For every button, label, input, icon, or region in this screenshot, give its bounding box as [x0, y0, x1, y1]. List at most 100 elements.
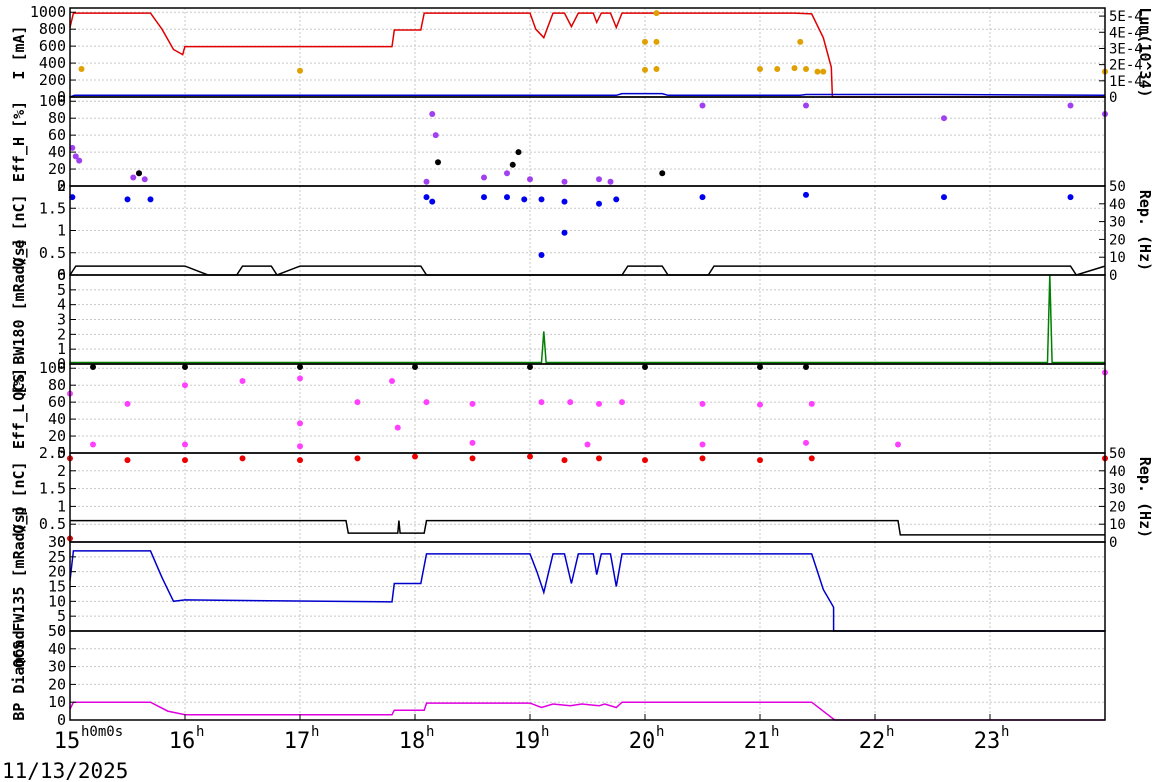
data-point [820, 68, 827, 75]
right-y-tick-label: 50 [1109, 179, 1126, 195]
data-point [130, 174, 137, 181]
y-tick-label: 0 [57, 533, 66, 551]
y-tick-label: 60 [48, 393, 66, 411]
right-y-tick-label: 2E-4 [1109, 58, 1143, 74]
y-tick-label: 20 [48, 160, 66, 178]
y-tick-label: 0 [57, 177, 66, 195]
data-point [504, 170, 510, 177]
x-tick-label: 19 [514, 729, 541, 754]
data-point [803, 102, 809, 109]
y-tick-label: 0.5 [39, 515, 66, 533]
y-axis-label: Q_p [nC] [10, 461, 28, 533]
data-point [797, 38, 804, 45]
x-tick-unit: h [656, 724, 664, 740]
data-point [469, 439, 476, 446]
panel-frame [69, 96, 1106, 187]
data-point [124, 400, 131, 407]
y-tick-label: 30 [48, 658, 66, 676]
data-point [124, 196, 131, 203]
data-point [1067, 102, 1074, 109]
data-point [147, 196, 154, 203]
x-tick-unit: h [1001, 724, 1009, 740]
data-point [394, 424, 401, 431]
x-tick-unit: h [311, 724, 319, 740]
data-point [791, 65, 798, 72]
data-point [596, 176, 602, 183]
data-point [803, 363, 809, 370]
y-tick-label: 0 [57, 444, 66, 462]
data-point [297, 420, 303, 427]
right-y-tick-label: 30 [1109, 215, 1126, 231]
data-point [774, 66, 781, 73]
y-tick-label: 400 [39, 54, 66, 72]
right-y-tick-label: 40 [1109, 197, 1126, 213]
y-tick-label: 20 [48, 427, 66, 445]
right-y-tick-label: 20 [1109, 232, 1126, 248]
data-point [297, 67, 303, 74]
data-point [469, 400, 476, 407]
x-tick-label: 20 [629, 729, 656, 754]
date-label: 11/13/2025 [2, 759, 128, 782]
data-point [803, 439, 809, 446]
data-point [182, 363, 188, 370]
data-point [613, 196, 620, 203]
panel-frame [69, 363, 1106, 454]
data-point [808, 400, 815, 407]
y-tick-label: 15 [48, 578, 66, 596]
y-tick-label: 4 [57, 296, 66, 314]
y-tick-label: 100 [39, 92, 66, 110]
data-point [182, 441, 188, 448]
right-axis-label: Rep. (Hz) [1136, 190, 1154, 271]
data-point [699, 194, 706, 201]
y-axis-label: I [mA] [10, 25, 28, 79]
y-tick-label: 5 [57, 281, 66, 299]
right-y-tick-label: 10 [1109, 250, 1126, 266]
x-tick-label: 16 [169, 729, 196, 754]
x-tick-unit: h [196, 724, 204, 740]
data-point [814, 68, 821, 75]
data-point [423, 399, 430, 406]
series-line [70, 519, 1105, 536]
data-point [72, 153, 79, 160]
y-tick-label: 0 [57, 355, 66, 373]
data-point [642, 66, 648, 73]
right-y-tick-label: 30 [1109, 482, 1126, 498]
data-point [297, 363, 303, 370]
data-point [653, 66, 660, 73]
y-axis-label: BP Diamond [10, 630, 28, 720]
y-tick-label: 10 [48, 693, 66, 711]
y-tick-label: 25 [48, 548, 66, 566]
y-axis-label: QCS BW180 [mRad/s] [10, 238, 28, 401]
y-tick-label: 0 [57, 622, 66, 640]
y-tick-label: 30 [48, 533, 66, 551]
series-line [69, 92, 1106, 98]
data-point [423, 194, 430, 201]
right-y-tick-label: 3E-4 [1109, 41, 1143, 57]
data-point [699, 441, 706, 448]
data-point [808, 455, 815, 462]
series-line [69, 265, 1106, 276]
data-point [596, 455, 602, 462]
data-point [90, 441, 96, 448]
data-point [429, 198, 436, 205]
panel-frame [69, 7, 1106, 98]
y-tick-label: 2 [57, 177, 66, 195]
y-tick-label: 40 [48, 410, 66, 428]
data-point [757, 457, 763, 464]
series-line [69, 701, 1105, 721]
data-point [182, 457, 188, 464]
x-tick-unit: h [541, 724, 549, 740]
data-point [429, 110, 436, 117]
data-point [389, 377, 395, 384]
x-tick-unit: h [771, 724, 779, 740]
y-tick-label: 1000 [30, 3, 66, 21]
data-point [469, 455, 476, 462]
data-point [521, 196, 528, 203]
data-point [239, 377, 246, 384]
data-point [69, 194, 76, 201]
y-tick-label: 0 [57, 88, 66, 106]
data-point [527, 453, 533, 460]
y-tick-label: 60 [48, 126, 66, 144]
y-axis-label: Eff_H [%] [10, 101, 28, 182]
data-point [435, 159, 441, 166]
